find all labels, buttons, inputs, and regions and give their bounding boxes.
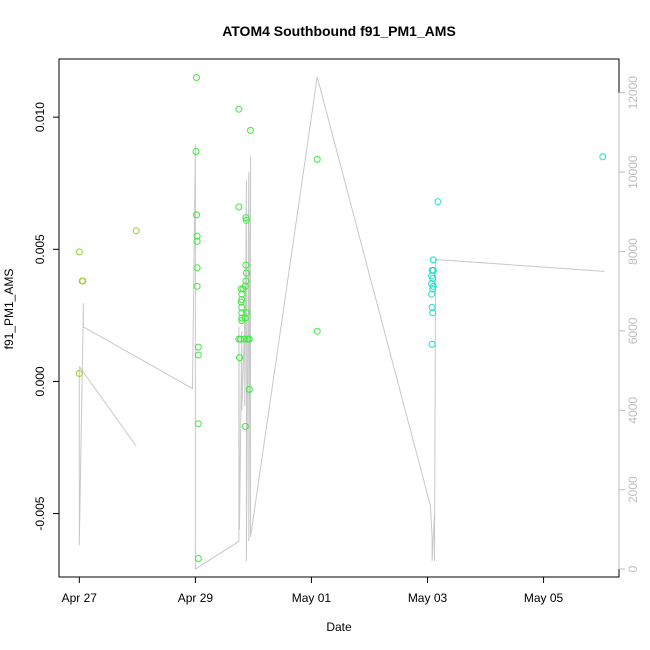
data-point	[434, 198, 442, 206]
y-tick-label: 0.000	[33, 366, 47, 396]
data-point	[238, 314, 246, 322]
scatter-points	[75, 74, 607, 562]
data-point	[238, 303, 246, 311]
secondary-series-path	[78, 76, 605, 571]
x-tick-label: May 01	[292, 591, 332, 605]
plot-area	[58, 58, 620, 578]
y2-tick-label: 8000	[626, 238, 640, 265]
data-point	[428, 290, 436, 298]
data-point	[193, 211, 200, 219]
data-point	[429, 266, 437, 274]
data-point	[193, 264, 201, 272]
data-point	[245, 335, 253, 343]
y2-tick-label: 2000	[626, 476, 640, 503]
data-point	[192, 148, 200, 155]
data-point	[241, 422, 249, 430]
y2-tick-label: 0	[626, 565, 640, 572]
data-point	[193, 237, 201, 245]
data-point	[237, 335, 245, 343]
data-point	[193, 74, 200, 81]
data-point	[132, 227, 140, 235]
data-point	[313, 155, 321, 163]
data-point	[428, 340, 436, 348]
data-point	[429, 285, 437, 293]
data-point	[242, 269, 250, 277]
secondary-series-tail	[78, 366, 137, 447]
data-point	[242, 216, 250, 224]
x-axis: Apr 27 Apr 29 May 01 May 03 May 05	[62, 577, 564, 605]
data-point	[242, 261, 250, 269]
data-point	[238, 290, 246, 298]
data-point	[75, 248, 83, 256]
data-point	[194, 343, 202, 351]
data-point	[241, 314, 249, 322]
chart-title: ATOM4 Southbound f91_PM1_AMS	[222, 23, 456, 39]
secondary-series-line	[78, 76, 605, 571]
y2-axis: 0 2000 4000 6000 8000 10000 12000	[618, 76, 640, 572]
data-point	[194, 555, 202, 562]
x-tick-label: Apr 29	[178, 591, 214, 605]
data-point	[245, 385, 253, 393]
data-point	[75, 370, 83, 377]
y-axis-label: f91_PM1_AMS	[2, 269, 16, 350]
data-point	[242, 309, 250, 317]
data-point	[235, 105, 243, 113]
y-tick-label: -0.005	[33, 496, 47, 530]
data-point	[247, 126, 254, 134]
data-point	[79, 277, 87, 285]
data-point	[235, 203, 243, 211]
data-point	[193, 232, 201, 240]
data-point	[193, 282, 201, 290]
y2-tick-label: 4000	[626, 397, 640, 424]
y-axis: -0.005 0.000 0.005 0.010	[33, 102, 59, 531]
data-point	[242, 277, 250, 285]
data-point	[429, 274, 437, 282]
y-tick-label: 0.005	[33, 234, 47, 264]
data-point	[241, 282, 249, 290]
data-point	[242, 214, 250, 222]
data-point	[429, 256, 437, 264]
y2-tick-label: 6000	[626, 317, 640, 344]
y2-tick-label: 12000	[626, 76, 640, 110]
y-tick-label: 0.010	[33, 102, 47, 132]
data-point	[238, 296, 246, 303]
data-point	[236, 354, 243, 362]
data-point	[313, 327, 321, 335]
data-point	[194, 420, 202, 428]
data-point	[237, 298, 245, 306]
x-tick-label: Apr 27	[62, 591, 98, 605]
data-point	[429, 309, 437, 317]
x-axis-label: Date	[326, 620, 352, 634]
data-point	[194, 351, 202, 359]
data-point	[238, 309, 246, 317]
data-point	[599, 153, 607, 161]
data-point	[240, 335, 248, 343]
y2-tick-label: 10000	[626, 155, 640, 189]
x-tick-label: May 03	[408, 591, 448, 605]
x-tick-label: May 05	[524, 591, 564, 605]
data-point	[428, 303, 436, 311]
data-point	[429, 282, 437, 290]
